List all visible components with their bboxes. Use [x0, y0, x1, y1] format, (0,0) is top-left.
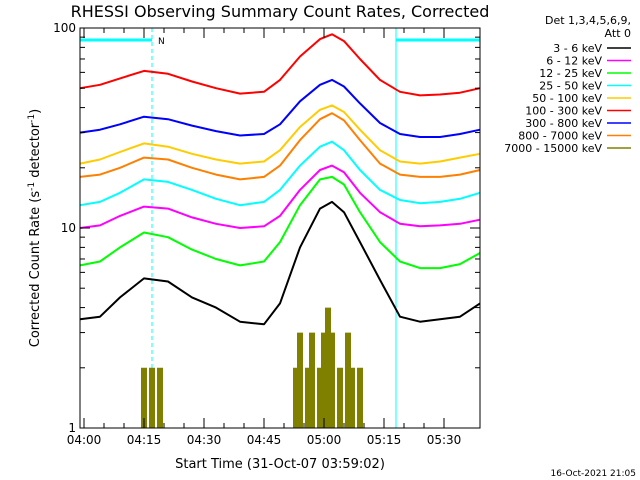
- y-tick-label-10: 10: [61, 221, 76, 235]
- x-axis-label: Start Time (31-Oct-07 03:59:02): [175, 457, 385, 472]
- night-interval-layer: N: [79, 28, 481, 428]
- series-layer: [79, 33, 481, 428]
- y-axis-label-sup-1: -1: [27, 182, 37, 191]
- x-tick-label-05-00: 05:00: [307, 433, 342, 447]
- x-tick-label-04-15: 04:15: [127, 433, 162, 447]
- x-tick-label-04-00: 04:00: [67, 433, 102, 447]
- series-line-50-100-kev: [79, 104, 481, 165]
- y-tick-label-1: 1: [68, 421, 76, 435]
- legend-header-line-2: Att 0: [605, 27, 631, 40]
- plot-frame: [79, 27, 481, 429]
- legend-label-6-12-kev: 6 - 12 keV: [546, 55, 602, 68]
- x-axis: 04:00 04:15 04:30 04:45 05:00 05:15 05:30: [67, 28, 462, 447]
- y-axis-label-part-1: Corrected Count Rate (s: [28, 191, 43, 348]
- legend-label-3-6-kev: 3 - 6 keV: [553, 42, 602, 55]
- legend-label-7000-15000-kev: 7000 - 15000 keV: [504, 142, 602, 155]
- x-tick-label-05-30: 05:30: [427, 433, 462, 447]
- legend-label-25-50-kev: 25 - 50 keV: [539, 80, 602, 93]
- series-line-12-25-kev: [79, 175, 481, 270]
- x-tick-label-05-15: 05:15: [367, 433, 402, 447]
- legend-label-12-25-kev: 12 - 25 keV: [539, 67, 602, 80]
- y-axis: 1 10 100: [53, 21, 480, 435]
- y-axis-label-part-3: ): [28, 109, 43, 114]
- night-marker-label: N: [158, 37, 165, 47]
- series-line-3-6-kev: [79, 200, 481, 326]
- legend-label-300-800-kev: 300 - 800 keV: [525, 117, 602, 130]
- chart-title: RHESSI Observing Summary Count Rates, Co…: [71, 2, 490, 21]
- series-line-25-50-kev: [79, 140, 481, 207]
- legend-label-800-7000-kev: 800 - 7000 keV: [518, 130, 602, 143]
- legend-header-line-1: Det 1,3,4,5,6,9,: [545, 14, 631, 27]
- series-line-6-12-kev: [79, 164, 481, 229]
- legend-label-100-300-kev: 100 - 300 keV: [525, 105, 602, 118]
- y-tick-label-100: 100: [53, 21, 76, 35]
- series-line-7000-15000-kev: [141, 307, 363, 428]
- x-tick-label-04-30: 04:30: [187, 433, 222, 447]
- series-line-100-300-kev: [79, 33, 481, 97]
- series-line-300-800-kev: [79, 78, 481, 138]
- y-axis-label-part-2: detector: [28, 122, 43, 182]
- y-axis-label: Corrected Count Rate (s-1 detector-1): [27, 109, 43, 347]
- series-line-800-7000-kev: [79, 112, 481, 181]
- x-tick-label-04-45: 04:45: [247, 433, 282, 447]
- legend-label-50-100-kev: 50 - 100 keV: [532, 92, 602, 105]
- footer-date: 16-Oct-2021 21:05: [551, 469, 636, 479]
- y-axis-label-sup-2: -1: [27, 114, 37, 123]
